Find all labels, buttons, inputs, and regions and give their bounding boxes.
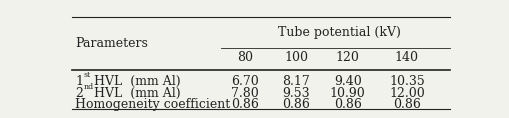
Text: 7.80: 7.80 bbox=[231, 87, 259, 100]
Text: 80: 80 bbox=[237, 51, 253, 64]
Text: Tube potential (kV): Tube potential (kV) bbox=[278, 26, 401, 39]
Text: 100: 100 bbox=[285, 51, 308, 64]
Text: 12.00: 12.00 bbox=[389, 87, 425, 100]
Text: 9.40: 9.40 bbox=[334, 75, 361, 88]
Text: 8.17: 8.17 bbox=[282, 75, 310, 88]
Text: 10.35: 10.35 bbox=[389, 75, 425, 88]
Text: 0.86: 0.86 bbox=[231, 98, 259, 111]
Text: 1: 1 bbox=[75, 75, 83, 88]
Text: 0.86: 0.86 bbox=[393, 98, 421, 111]
Text: 0.86: 0.86 bbox=[334, 98, 361, 111]
Text: 140: 140 bbox=[395, 51, 419, 64]
Text: 9.53: 9.53 bbox=[282, 87, 310, 100]
Text: st: st bbox=[83, 71, 91, 79]
Text: Homogeneity coefficient: Homogeneity coefficient bbox=[75, 98, 231, 111]
Text: 120: 120 bbox=[336, 51, 359, 64]
Text: 10.90: 10.90 bbox=[330, 87, 365, 100]
Text: nd: nd bbox=[83, 83, 94, 91]
Text: HVL  (mm Al): HVL (mm Al) bbox=[91, 87, 181, 100]
Text: HVL  (mm Al): HVL (mm Al) bbox=[91, 75, 181, 88]
Text: 6.70: 6.70 bbox=[231, 75, 259, 88]
Text: 0.86: 0.86 bbox=[282, 98, 310, 111]
Text: 2: 2 bbox=[75, 87, 83, 100]
Text: Parameters: Parameters bbox=[75, 37, 148, 50]
